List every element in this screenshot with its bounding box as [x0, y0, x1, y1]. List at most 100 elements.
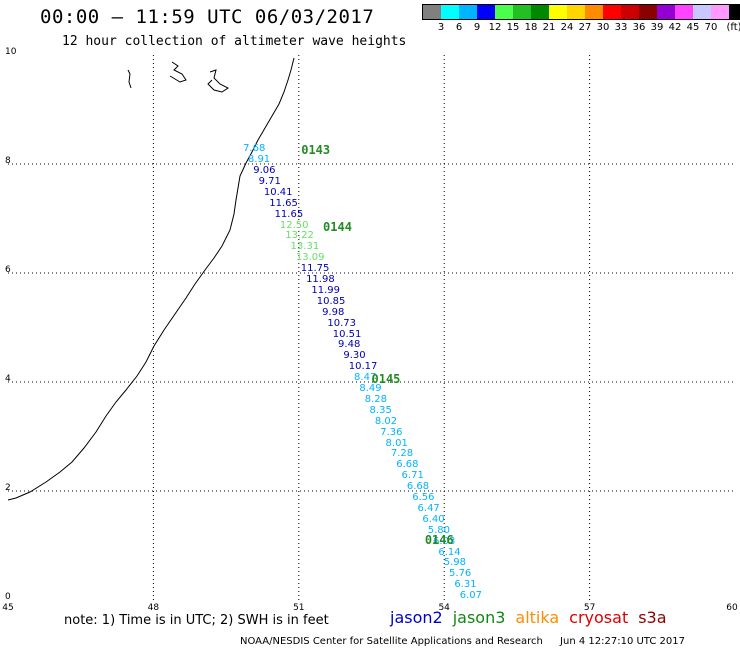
footer-credit: NOAA/NESDIS Center for Satellite Applica…: [240, 636, 543, 647]
swh-value: 10.17: [348, 361, 378, 373]
legend-swatch: [423, 5, 441, 19]
footer: NOAA/NESDIS Center for Satellite Applica…: [240, 636, 685, 647]
lon-tick-label: 48: [147, 603, 160, 613]
swh-value: 11.75: [300, 263, 330, 275]
swh-value: 8.01: [385, 437, 408, 449]
swh-value: 6.68: [396, 459, 419, 471]
legend-label: 33: [614, 22, 628, 33]
legend-label: 21: [542, 22, 556, 33]
coastline: [7, 57, 295, 501]
swh-value: 11.65: [269, 197, 298, 209]
swh-value: 6.40: [422, 513, 445, 525]
legend-swatch: [711, 5, 729, 19]
swh-value: 13.09: [295, 252, 325, 264]
legend-swatch: [441, 5, 459, 19]
legend-swatch: [459, 5, 477, 19]
satellite-legend: jason2 jason3 altika cryosat s3a: [390, 608, 677, 627]
swh-value: 8.91: [247, 154, 271, 166]
footer-timestamp: Jun 4 12:27:10 UTC 2017: [560, 636, 685, 647]
lat-tick-label: 10: [5, 47, 17, 57]
legend-unit: (ft): [726, 22, 740, 33]
swh-value: 11.98: [306, 274, 335, 286]
legend-swatches: [422, 4, 740, 20]
legend-label: 45: [686, 22, 700, 33]
satellite-label: altika: [515, 608, 560, 627]
swh-value: 11.65: [274, 208, 304, 220]
lat-tick-label: 8: [5, 156, 11, 166]
swh-value: 7.28: [390, 448, 414, 460]
island-outline: [127, 69, 132, 89]
lat-tick-label: 4: [5, 374, 11, 384]
pass-time-label: 0145: [371, 372, 401, 387]
island-outline: [207, 69, 229, 93]
swh-value: 10.73: [327, 317, 357, 329]
swh-value: 13.31: [290, 241, 320, 253]
legend-label: 70: [704, 22, 718, 33]
lon-tick-label: 45: [2, 603, 14, 613]
swh-value: 9.30: [343, 350, 366, 362]
satellite-label: cryosat: [569, 608, 629, 627]
pass-time-label: 0146: [424, 533, 454, 548]
swh-value: 8.28: [364, 393, 387, 405]
swh-value: 9.06: [253, 165, 276, 177]
satellite-label: jason3: [452, 608, 506, 627]
legend-label: 36: [632, 22, 646, 33]
legend-label: 12: [488, 22, 502, 33]
legend-label: 30: [596, 22, 610, 33]
legend-swatch: [729, 5, 740, 19]
swh-value: 5.80: [427, 524, 450, 536]
lat-tick-label: 2: [5, 483, 11, 493]
swh-value: 11.99: [311, 284, 341, 296]
page-subtitle: 12 hour collection of altimeter wave hei…: [62, 34, 407, 49]
pass-time-label: 0143: [301, 143, 331, 158]
swh-value: 7.68: [243, 143, 266, 155]
swh-value: 10.85: [316, 295, 346, 307]
swh-value: 6.56: [412, 492, 435, 504]
swh-value: 8.47: [354, 372, 377, 384]
swh-value: 12.50: [279, 219, 309, 231]
swh-value: 6.71: [401, 470, 424, 482]
swh-value: 6.03: [433, 535, 456, 547]
lon-tick-label: 51: [293, 603, 305, 613]
swh-value: 13.22: [285, 230, 314, 242]
legend-swatch: [657, 5, 675, 19]
legend-swatch: [639, 5, 657, 19]
swh-value: 5.98: [443, 557, 466, 569]
legend-swatch: [513, 5, 531, 19]
swh-value: 10.51: [332, 328, 362, 340]
swh-value: 6.14: [438, 546, 461, 558]
legend-label: 3: [437, 22, 445, 33]
legend-swatch: [585, 5, 603, 19]
legend-swatch: [477, 5, 495, 19]
swh-value: 8.49: [359, 383, 382, 395]
legend-label: 42: [668, 22, 682, 33]
swh-value: 9.48: [338, 339, 361, 351]
satellite-label: s3a: [638, 608, 667, 627]
legend-label: 18: [524, 22, 538, 33]
swh-value: 6.31: [454, 579, 477, 591]
legend-swatch: [549, 5, 567, 19]
legend-label: 6: [455, 22, 463, 33]
pass-time-label: 0144: [323, 219, 352, 234]
lat-tick-label: 6: [5, 265, 11, 275]
lon-tick-label: 54: [438, 603, 450, 613]
legend-swatch: [621, 5, 639, 19]
swh-value: 6.47: [417, 502, 440, 514]
legend-label: 39: [650, 22, 664, 33]
swh-value: 6.07: [459, 590, 482, 602]
legend-label: 9: [473, 22, 481, 33]
satellite-label: jason2: [390, 608, 443, 627]
swh-value: 8.02: [374, 415, 398, 427]
swh-value: 6.68: [406, 481, 430, 493]
legend-swatch: [675, 5, 693, 19]
legend-swatch: [495, 5, 513, 19]
gridlines: [8, 55, 735, 600]
swh-value: 10.41: [263, 186, 293, 198]
swh-value: 8.35: [369, 404, 392, 416]
legend-label: 24: [560, 22, 574, 33]
legend-label: 27: [578, 22, 592, 33]
swh-value: 7.36: [380, 426, 403, 438]
